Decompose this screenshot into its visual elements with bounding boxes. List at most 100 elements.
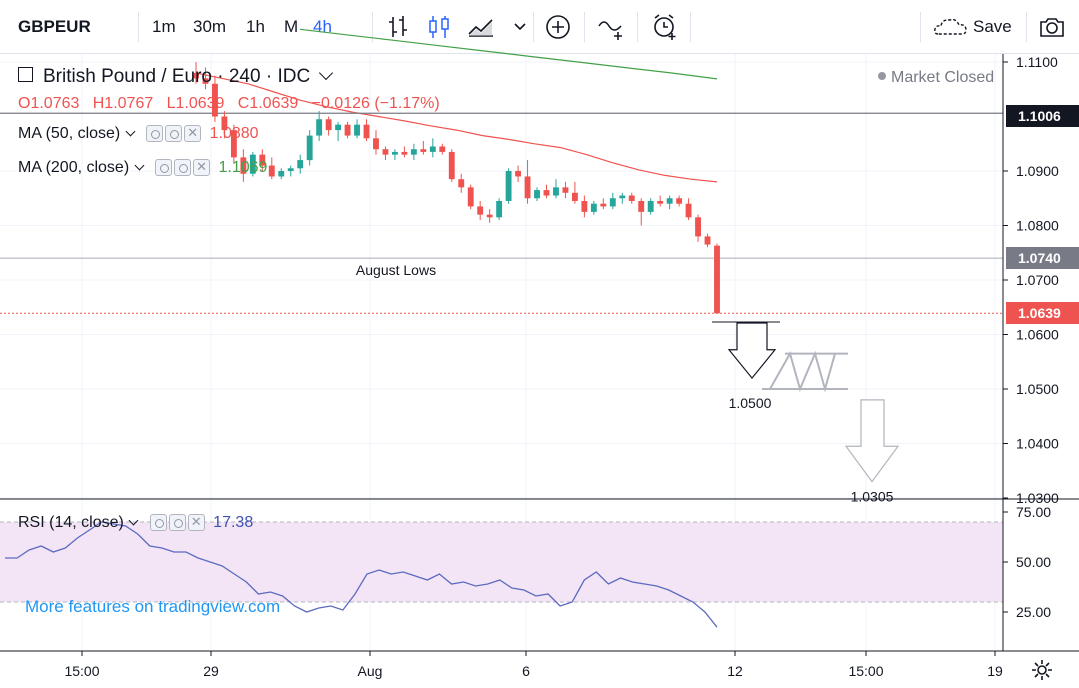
market-status: Market Closed (878, 69, 994, 87)
chevron-down-icon[interactable] (505, 12, 535, 42)
price-label-1-1006: 1.1006 (1006, 105, 1079, 127)
candle-body (429, 146, 436, 152)
candle-body (344, 124, 351, 136)
visibility-icon[interactable] (146, 125, 164, 143)
candle-body (249, 154, 256, 174)
candle-body (505, 171, 512, 201)
ma50-value: 1.0880 (209, 125, 259, 142)
ma50-legend[interactable]: MA (50, close) ✕ 1.0880 (18, 125, 259, 143)
candle-body (619, 195, 626, 199)
rsi-legend[interactable]: RSI (14, close) ✕ 17.38 (18, 514, 253, 532)
candle-body (382, 149, 389, 155)
axes: 1.1100 1.0900 1.0800 1.0700 1.0600 1.0500 1.04… (0, 54, 1079, 679)
ma200-legend[interactable]: MA (200, close) ✕ 1.1069 (18, 159, 267, 177)
moving-averages (195, 28, 718, 183)
settings-gear-icon[interactable] (165, 125, 183, 143)
ma50-label: MA (50, close) (18, 125, 121, 142)
cloud-save-icon[interactable] (932, 12, 972, 42)
rsi-value: 17.38 (213, 514, 254, 531)
collapse-legend-icon[interactable] (18, 67, 33, 83)
candle-body (524, 176, 531, 199)
candle-body (401, 151, 408, 155)
toolbar-divider (584, 12, 585, 42)
annotation-label: 1.0305 (851, 488, 894, 504)
toolbar-divider (637, 12, 638, 42)
toolbar-divider (920, 12, 921, 42)
save-button[interactable]: Save (973, 17, 1012, 36)
price-tick-label: 1.0900 (1016, 163, 1059, 179)
candle-body (259, 154, 266, 166)
candle-body (628, 195, 635, 201)
price-tick-label: 1.0600 (1016, 327, 1059, 343)
drawing-line-icon[interactable] (596, 12, 626, 42)
down-arrow-target-shape (844, 399, 900, 483)
candle-body (439, 146, 446, 152)
candle-body (590, 203, 597, 212)
candle-body (467, 187, 474, 207)
indicators-icon[interactable] (466, 12, 496, 42)
bar-style-icon[interactable] (383, 12, 413, 42)
candle-style-icon[interactable] (424, 12, 454, 42)
settings-gear-icon[interactable] (174, 159, 192, 177)
ohlc-legend: O1.0763 H1.0767 L1.0639 C1.0639 −0.0126 … (18, 95, 440, 112)
series-title: British Pound / Euro · 240 · IDC (43, 66, 311, 87)
candle-body (515, 171, 522, 177)
chevron-down-icon[interactable] (319, 65, 334, 81)
watermark-link[interactable]: More features on tradingview.com (25, 597, 281, 616)
chevron-down-icon[interactable] (134, 160, 145, 171)
toolbar-divider (690, 12, 691, 42)
candle-body (268, 165, 275, 177)
symbol-search-button[interactable]: GBPEUR (18, 17, 91, 36)
price-tick-label: 1.1100 (1016, 54, 1058, 70)
remove-close-icon[interactable]: ✕ (193, 159, 211, 177)
camera-icon[interactable] (1037, 12, 1067, 42)
candle-body (363, 124, 370, 139)
chevron-down-icon[interactable] (125, 126, 136, 137)
candle-body (373, 138, 379, 150)
time-tick-label: 29 (203, 663, 219, 679)
candle-body (230, 130, 237, 158)
candle-body (335, 124, 342, 131)
chevron-down-icon[interactable] (128, 515, 139, 526)
candle-body (534, 190, 540, 199)
candle-body (306, 135, 313, 161)
remove-close-icon[interactable]: ✕ (184, 125, 202, 143)
candle-body (685, 203, 692, 218)
ohlc-low: 1.0639 (175, 95, 225, 112)
candle-body (496, 200, 503, 218)
rsi-pane (0, 521, 1003, 628)
remove-close-icon[interactable]: ✕ (187, 514, 205, 532)
candle-body (676, 198, 683, 204)
candle-body (391, 151, 398, 155)
toolbar-divider (533, 12, 534, 42)
candle-body (477, 206, 484, 215)
alert-clock-icon[interactable] (650, 12, 680, 42)
visibility-icon[interactable] (155, 159, 173, 177)
interval-30m-button[interactable]: 30m (193, 17, 227, 36)
candle-body (647, 200, 654, 212)
pattern-zigzag (769, 350, 836, 393)
rsi-line (5, 521, 718, 628)
ohlc-close: 1.0639 (249, 95, 299, 112)
top-toolbar: GBPEUR 1m 30m 1h M 4h Save (0, 0, 1079, 54)
add-compare-icon[interactable] (543, 12, 573, 42)
settings-gear-icon[interactable] (168, 514, 186, 532)
candle-body (354, 124, 360, 136)
interval-1m-button[interactable]: 1m (152, 17, 176, 36)
down-arrow-shape (727, 322, 777, 380)
ohlc-change: −0.0126 (−1.17%) (311, 95, 440, 112)
interval-1h-button[interactable]: 1h (246, 17, 265, 36)
time-tick-label: 19 (987, 663, 1003, 679)
interval-month-button[interactable]: M (284, 17, 299, 36)
time-tick-label: 15:00 (848, 663, 883, 679)
candle-body (278, 171, 285, 177)
rsi-band (0, 522, 1003, 602)
rsi-tick-label: 75.00 (1016, 504, 1051, 520)
candle-body (297, 160, 304, 169)
candle-body (287, 168, 294, 171)
price-tick-label: 1.0400 (1016, 436, 1059, 452)
rsi-tick-label: 50.00 (1016, 554, 1051, 570)
visibility-icon[interactable] (149, 514, 167, 532)
settings-gear-icon[interactable] (1030, 658, 1054, 682)
